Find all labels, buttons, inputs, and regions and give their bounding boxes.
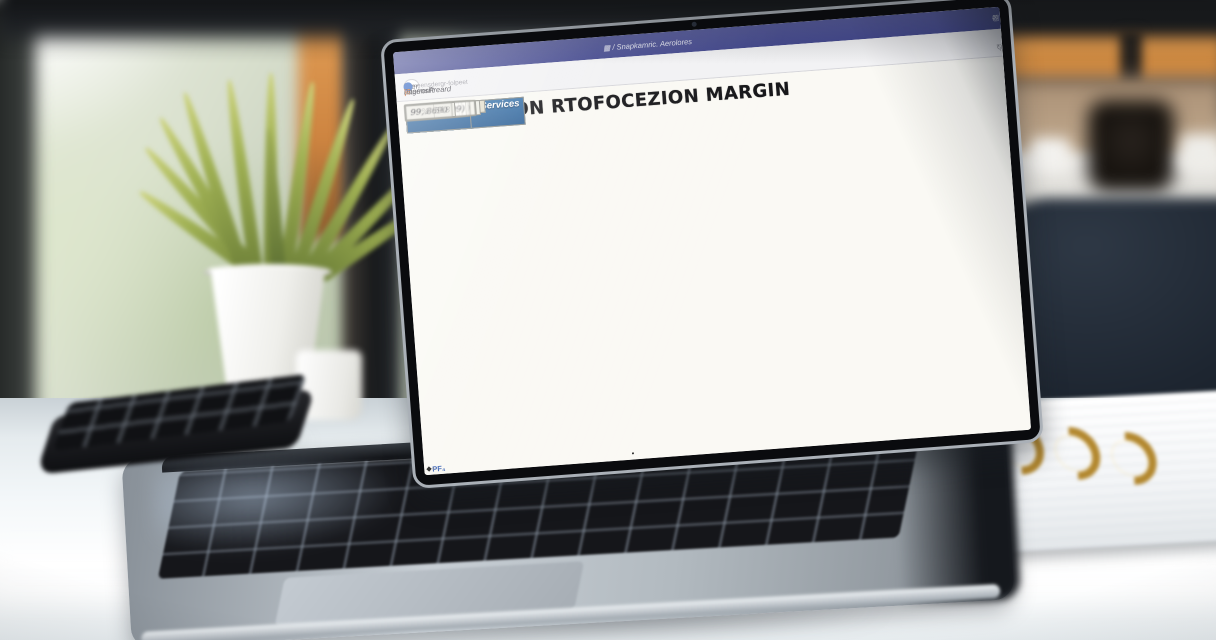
background-warm-light <box>995 36 1216 82</box>
coffee-machine <box>1088 100 1174 192</box>
report-page: COONREISON RTOFOCEZION MARGIN Wod Sparte… <box>396 56 1032 476</box>
next-sheet-icon[interactable]: › <box>432 464 435 473</box>
browser-window: ▦ / Snapkamric. Aerolores ⊙ – ▢ ✕ ◄ ► me… <box>392 6 1032 476</box>
close-icon[interactable]: ✕ <box>991 12 1000 23</box>
laptop-screen: ▦ / Snapkamric. Aerolores ⊙ – ▢ ✕ ◄ ► me… <box>380 0 1044 490</box>
footer-glyph: ◆ <box>426 465 432 474</box>
window-controls: ⊙ – ▢ ✕ <box>991 7 1000 29</box>
window-frame-left <box>0 0 44 470</box>
background-cup <box>1180 134 1216 172</box>
footer-glyph: ▪ <box>631 449 635 458</box>
background-light-gap <box>1120 30 1142 88</box>
background-cup <box>1030 138 1070 172</box>
browser-tab-title[interactable]: ▦ / Snapkamric. Aerolores <box>602 36 693 53</box>
